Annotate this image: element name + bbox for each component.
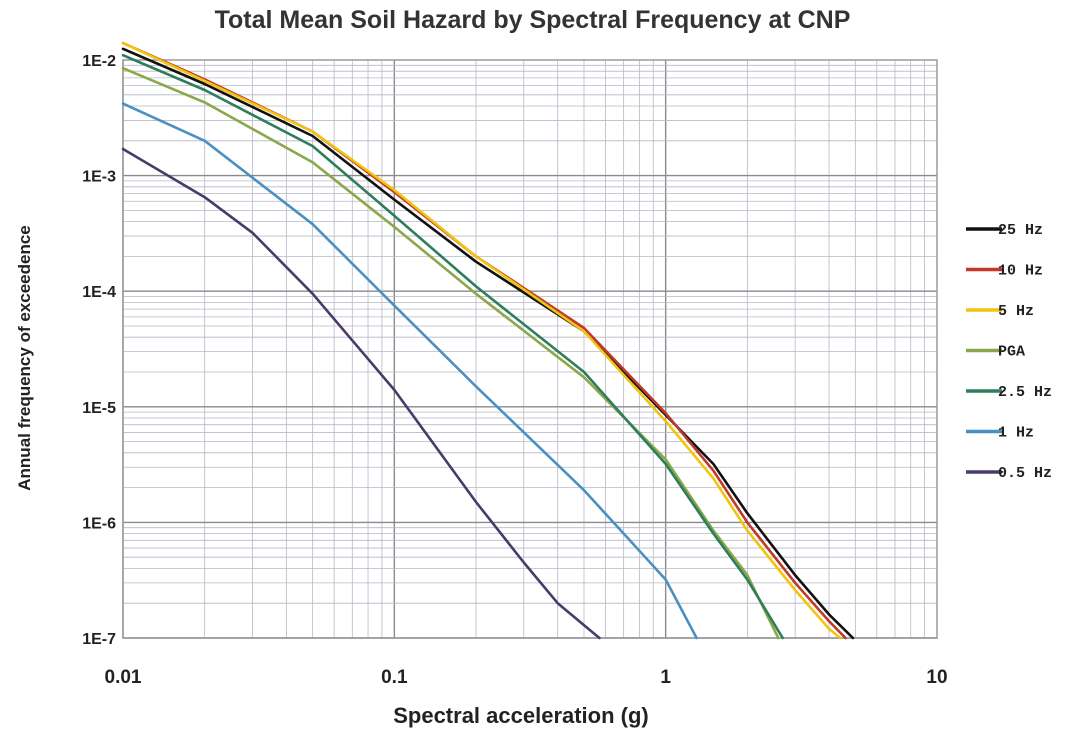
x-tick-label: 0.1 — [381, 667, 408, 688]
legend-label: PGA — [998, 344, 1025, 361]
x-tick-label: 10 — [926, 667, 947, 688]
legend-label: 1 Hz — [998, 425, 1034, 442]
legend-item: PGA — [966, 344, 1025, 361]
legend-item: 0.5 Hz — [966, 465, 1052, 482]
chart-title: Total Mean Soil Hazard by Spectral Frequ… — [214, 6, 851, 34]
grid — [122, 60, 937, 639]
x-axis-ticks: 0.01 0.1 1 10 — [105, 667, 948, 688]
y-tick-label: 1E-7 — [82, 631, 116, 648]
legend-item: 2.5 Hz — [966, 384, 1052, 401]
series-line-1-hz — [121, 102, 698, 640]
y-axis-ticks: 1E-2 1E-3 1E-4 1E-5 1E-6 1E-7 — [82, 53, 116, 648]
legend-item: 25 Hz — [966, 222, 1043, 239]
y-tick-label: 1E-5 — [82, 400, 116, 417]
series-line-pga — [121, 66, 780, 640]
series-line-2.5-hz — [121, 53, 784, 640]
legend-item: 10 Hz — [966, 263, 1043, 280]
legend-item: 5 Hz — [966, 303, 1034, 320]
legend-label: 25 Hz — [998, 222, 1043, 239]
series-line-25-hz — [121, 47, 855, 640]
series-lines — [121, 41, 855, 640]
legend-label: 2.5 Hz — [998, 384, 1052, 401]
legend-label: 10 Hz — [998, 263, 1043, 280]
x-axis-title: Spectral acceleration (g) — [393, 703, 649, 728]
x-tick-label: 0.01 — [105, 667, 142, 688]
legend: 25 Hz 10 Hz 5 Hz PGA 2.5 Hz 1 Hz 0.5 Hz — [966, 222, 1052, 482]
legend-label: 5 Hz — [998, 303, 1034, 320]
legend-label: 0.5 Hz — [998, 465, 1052, 482]
x-tick-label: 1 — [660, 667, 671, 688]
plot-frame — [122, 59, 938, 639]
y-tick-label: 1E-3 — [82, 169, 116, 186]
series-line-5-hz — [121, 41, 842, 640]
y-axis-title: Annual frequency of exceedence — [15, 225, 34, 490]
legend-item: 1 Hz — [966, 425, 1034, 442]
series-line-0.5-hz — [121, 147, 601, 640]
series-line-10-hz — [121, 41, 847, 640]
y-tick-label: 1E-4 — [82, 284, 116, 301]
y-tick-label: 1E-2 — [82, 53, 116, 70]
y-tick-label: 1E-6 — [82, 515, 116, 532]
